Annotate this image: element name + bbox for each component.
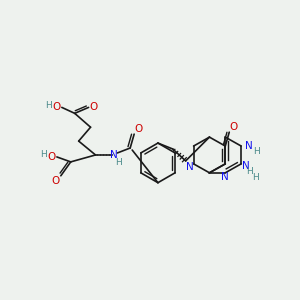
Text: O: O [53, 102, 61, 112]
Text: N: N [110, 150, 118, 160]
Text: H: H [252, 173, 258, 182]
Text: O: O [52, 176, 60, 186]
Text: H: H [246, 167, 252, 176]
Text: O: O [89, 102, 98, 112]
Text: O: O [48, 152, 56, 162]
Text: O: O [134, 124, 142, 134]
Text: H: H [254, 148, 260, 157]
Text: N: N [245, 141, 253, 151]
Text: H: H [115, 158, 122, 167]
Text: N: N [186, 162, 194, 172]
Text: H: H [40, 151, 47, 160]
Text: H: H [46, 101, 52, 110]
Text: N: N [242, 161, 250, 171]
Text: O: O [229, 122, 237, 132]
Text: N: N [221, 172, 229, 182]
